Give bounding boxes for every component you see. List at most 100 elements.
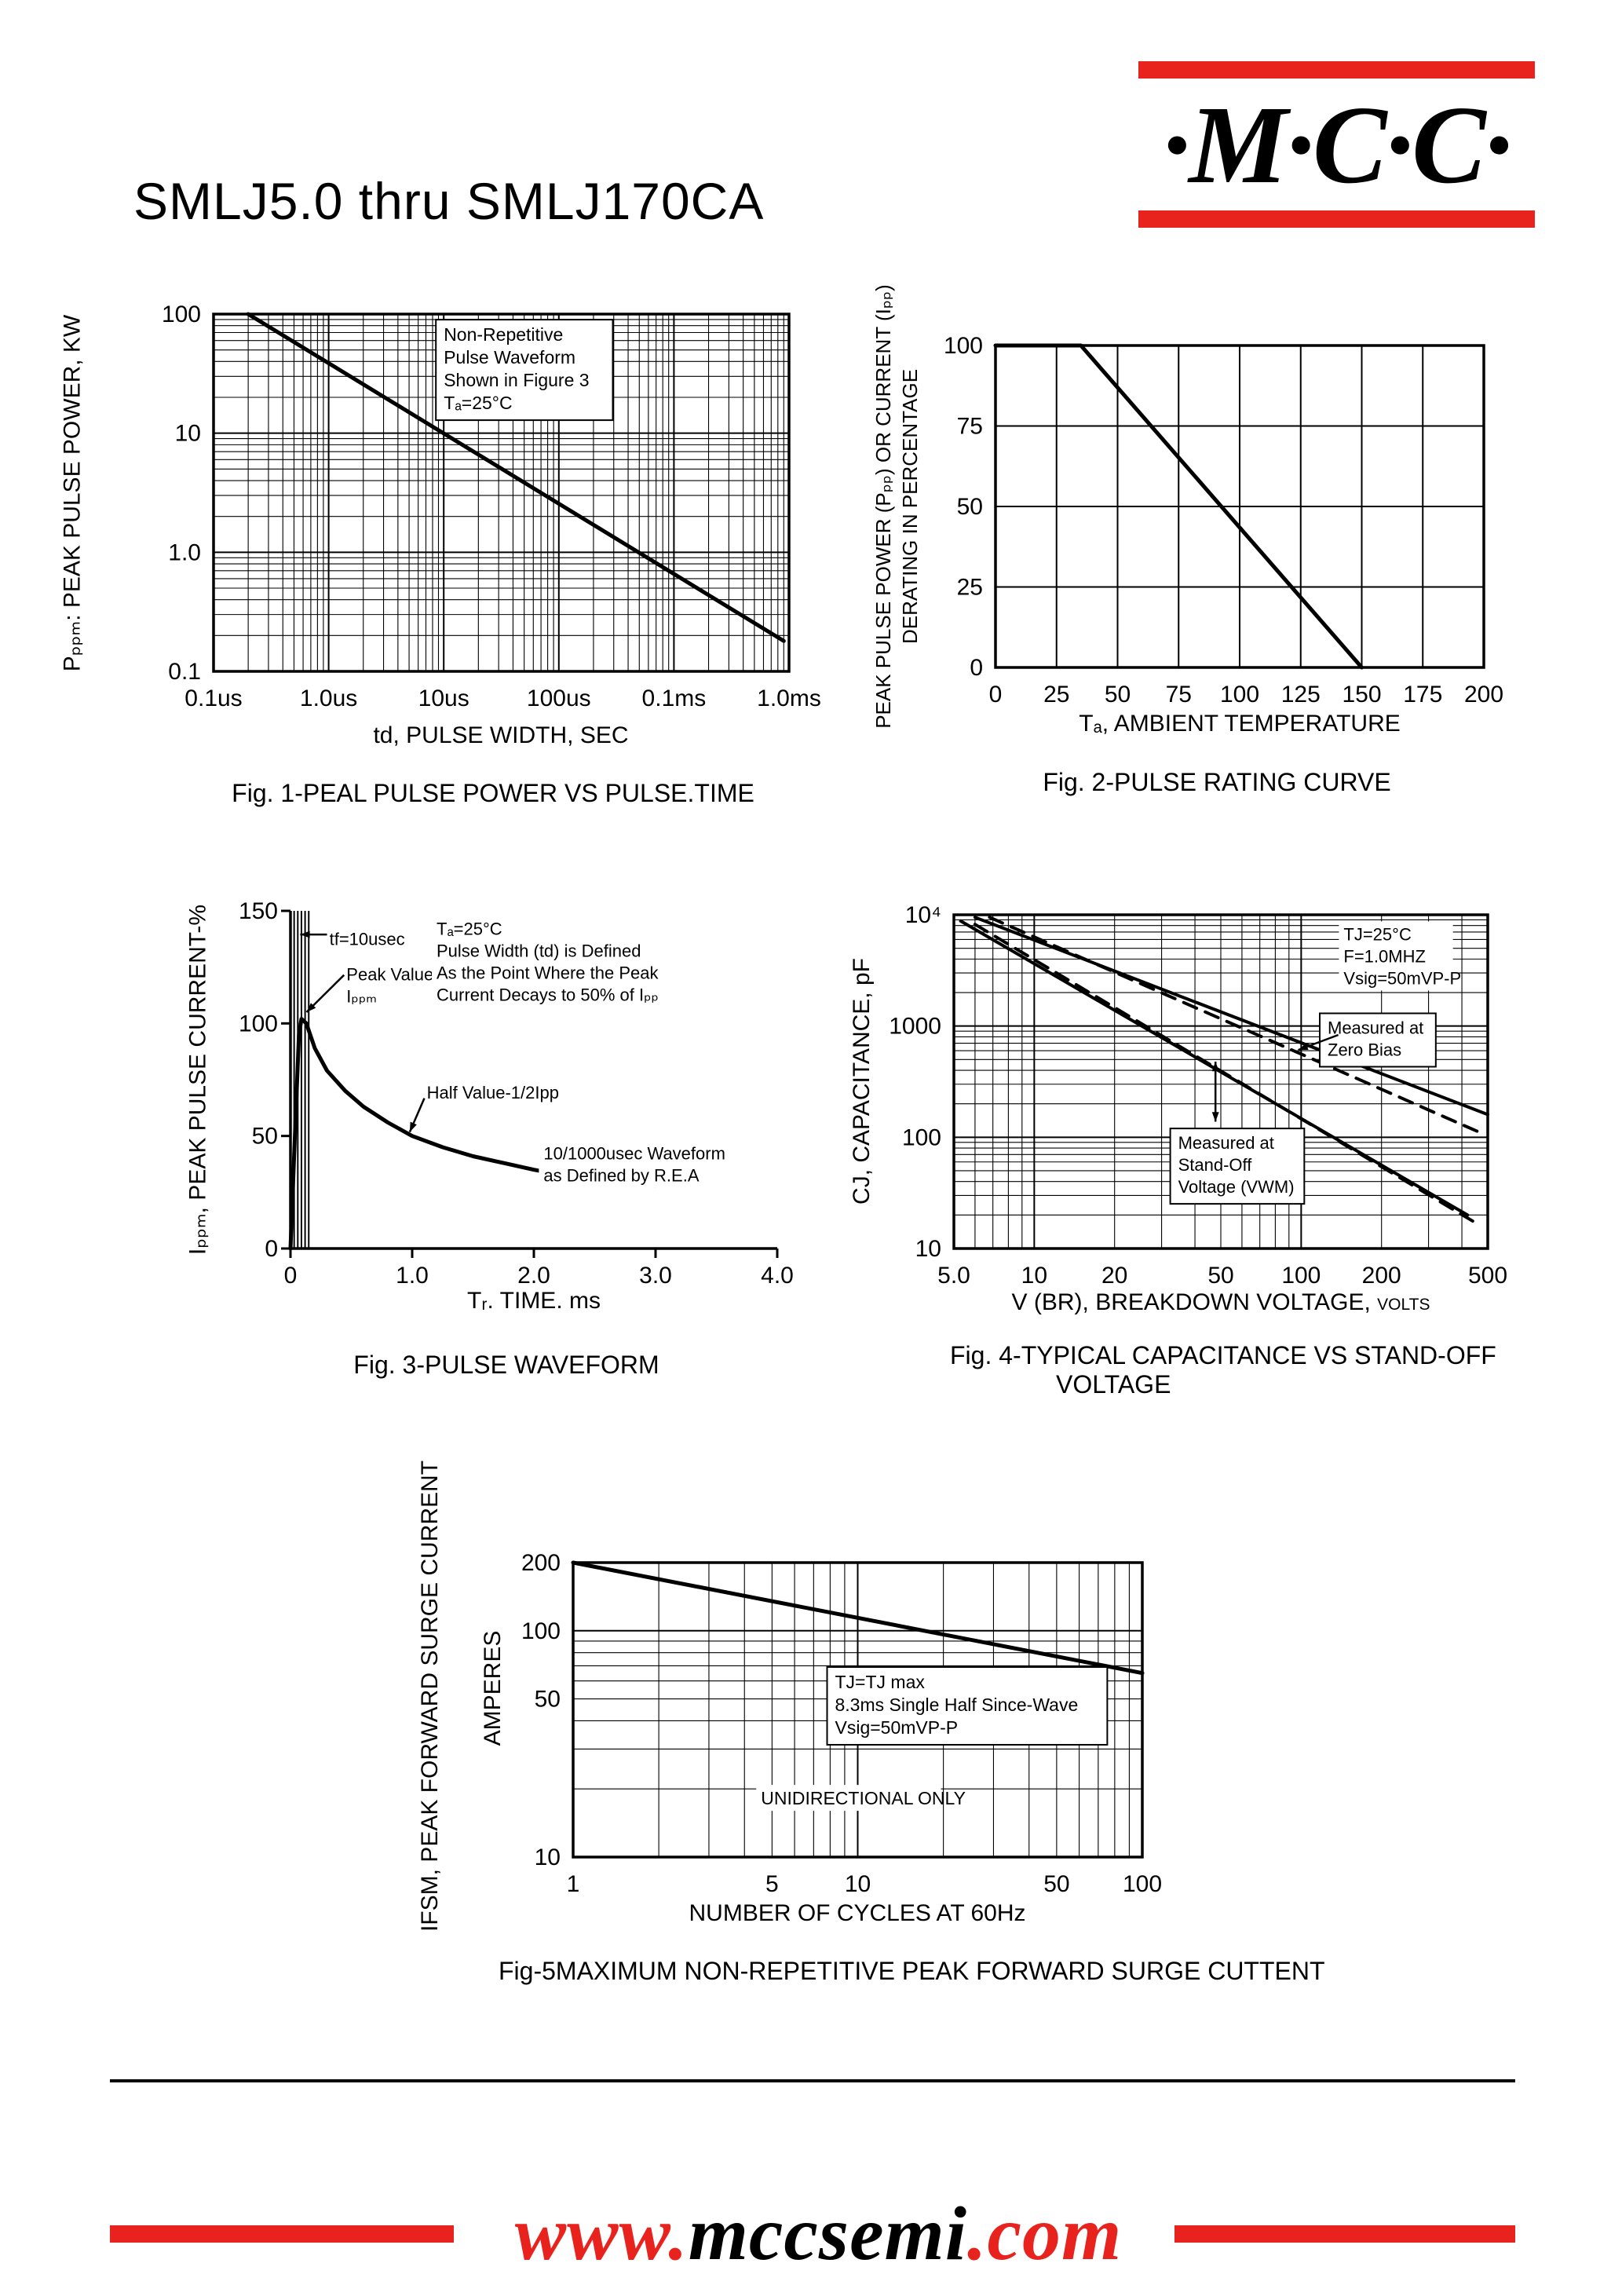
y-tick-label: 1000 [889,1014,941,1040]
annotation-box [1169,1128,1306,1205]
annotation-text: Shown in Figure 3 [444,370,589,390]
annotation-text: Vsig=50mVP-P [1343,969,1461,989]
x-tick-label: 4.0 [761,1263,794,1289]
annotation-text: as Defined by R.E.A [543,1165,699,1185]
fig1-x-axis-title: td, PULSE WIDTH, SEC [373,722,629,748]
annotation-bg [539,1140,725,1188]
fig2-x-axis-title: Tₐ, AMBIENT TEMPERATURE [1079,711,1401,737]
annotation-text: TJ=25°C [1343,925,1412,945]
y-tick-label: 100 [162,302,201,327]
x-tick-label: 100us [527,686,591,711]
logo-bar-bottom [1138,210,1535,228]
x-tick-label: 125 [1281,682,1321,707]
x-tick-label: 10 [1021,1263,1047,1289]
fig4-y-axis-title: CJ, CAPACITANCE, pF [849,958,875,1205]
annotation-text: As the Point Where the Peak [437,963,659,982]
arrow-head [1211,1062,1219,1072]
fig3-chart-container: 0 1.0 2.0 3.0 4.0 150 100 50 0 tf=10usec Peak Valu… [220,878,840,1318]
footer-bar-left [110,2225,454,2243]
x-tick-label: 10us [418,686,469,711]
fig5-y-axis-title: IFSM, PEAK FORWARD SURGE CURRENT [417,1460,443,1932]
annotation-text: Non-Repetitive [444,324,563,345]
annotation-text: Stand-Off [1178,1155,1253,1175]
footer-rule [110,2079,1515,2082]
x-tick-label: 5 [765,1871,779,1897]
x-tick-label: 20 [1101,1263,1127,1289]
x-tick-label: 75 [1166,682,1192,707]
fig1-chart-container: 0.1us 1.0us 10us 100us 0.1ms 1.0ms 100 10 1.0 0.1… [110,281,856,752]
plot-frame [952,913,1489,1250]
y-tick-label: 200 [521,1550,561,1576]
annotation-text: 8.3ms Single Half Since-Wave [835,1695,1079,1715]
fig2-chart-container: 0 25 50 75 100 125 150 175 200 100 75 50 25 0 [926,313,1554,740]
arrow-head [409,1121,417,1132]
x-tick-label: 100 [1220,682,1259,707]
fig3-x-axis-title: Tᵣ. TIME. ms [467,1288,601,1314]
annotation-text: Zero Bias [1328,1040,1401,1060]
fig3-y-axis-title: Iₚₚₘ, PEAK PULSE CURRENT-% [184,904,211,1256]
annotation-text: Peak Value [346,965,433,985]
y-tick-label: 10 [175,421,201,447]
arrow-head [1298,1043,1309,1051]
annotation-bg [432,916,690,1007]
series-line [988,916,1487,1137]
fig5-chart-container: 1 5 10 50 100 200 100 50 10 TJ=TJ max 8.3ms Single… [502,1530,1217,1922]
arrow-head [1211,1112,1219,1122]
x-tick-label: 25 [1043,682,1069,707]
x-tick-label: 50 [1043,1871,1069,1897]
series-line [973,916,1489,1117]
annotation-box [1319,1012,1437,1068]
annotation-text: Measured at [1328,1018,1423,1038]
x-tick-label: 100 [1123,1871,1162,1897]
arrow-head [306,1003,316,1012]
annotation-text: F=1.0MHZ [1343,947,1426,967]
fig4-chart: 5.0 10 20 50 100 200 50010⁴100010010TJ=25°CF=1… [889,902,1507,1289]
y-tick-label: 50 [957,494,983,520]
y-tick-label: 150 [239,898,278,924]
y-tick-label: 25 [957,575,983,601]
series-line [973,923,1482,1228]
x-tick-label: 175 [1403,682,1442,707]
annotation-bg [422,1080,582,1105]
x-tick-label: 50 [1105,682,1131,707]
y-tick-label: 0 [265,1236,278,1262]
annotation-text: Pulse Waveform [444,347,575,367]
annotation-bg [324,926,412,952]
annotation-text: Iₚₚₘ [346,987,377,1007]
fig5-chart: 1 5 10 50 100 200 100 50 10 TJ=TJ max 8.3ms Single… [521,1550,1162,1897]
series-line [246,312,786,643]
y-tick-label: 1.0 [168,539,201,565]
x-tick-label: 3.0 [639,1263,672,1289]
fig5-x-axis-title: NUMBER OF CYCLES AT 60Hz [689,1900,1026,1926]
fig3-chart: 0 1.0 2.0 3.0 4.0 150 100 50 0 tf=10usec Peak Valu… [239,898,794,1289]
fig4-x-axis-title: V (BR), BREAKDOWN VOLTAGE, VOLTS [946,1289,1496,1316]
fig3-caption: Fig. 3-PULSE WAVEFORM [353,1351,659,1379]
annotation-bg [342,961,438,1009]
y-tick-label: 50 [535,1687,561,1713]
annotation-text: Measured at [1178,1133,1274,1153]
fig4-caption-line2: VOLTAGE [1056,1370,1171,1398]
annotation-text: Tₐ=25°C [437,919,502,938]
annotation-box [435,319,614,422]
fig1-caption: Fig. 1-PEAL PULSE POWER VS PULSE.TIME [232,779,754,807]
footer-bar-right [1174,2225,1515,2243]
x-tick-label: 1 [567,1871,580,1897]
fig1-chart: 0.1us 1.0us 10us 100us 0.1ms 1.0ms 100 10 1.0 0.1… [162,302,821,711]
fig2-chart: 0 25 50 75 100 125 150 175 200 100 75 50 25 0 [944,333,1503,707]
mcc-logo: ·M·C·C· [1138,61,1535,228]
logo-text: ·M·C·C· [1162,82,1513,207]
y-tick-label: 0.1 [168,659,201,685]
x-tick-label: 1.0ms [757,686,821,711]
page-title: SMLJ5.0 thru SMLJ170CA [133,172,765,230]
fig4-x-axis-title-main: V (BR), BREAKDOWN VOLTAGE, [1011,1289,1371,1315]
logo-bar-top [1138,61,1535,79]
footer-url-end: .com [967,2192,1123,2276]
series-line [288,1017,658,1251]
fig2-y-axis-title-line2: DERATING IN PERCENTAGE [898,368,922,645]
footer-url-www: www. [514,2192,689,2276]
y-tick-label: 100 [902,1124,941,1150]
fig2-caption: Fig. 2-PULSE RATING CURVE [1043,768,1391,796]
annotation-text: Tₐ=25°C [444,393,512,413]
fig2-y-axis-title-line1: PEAK PULSE POWER (Pₚₚ) OR CURRENT (Iₚₚ) [871,284,895,729]
